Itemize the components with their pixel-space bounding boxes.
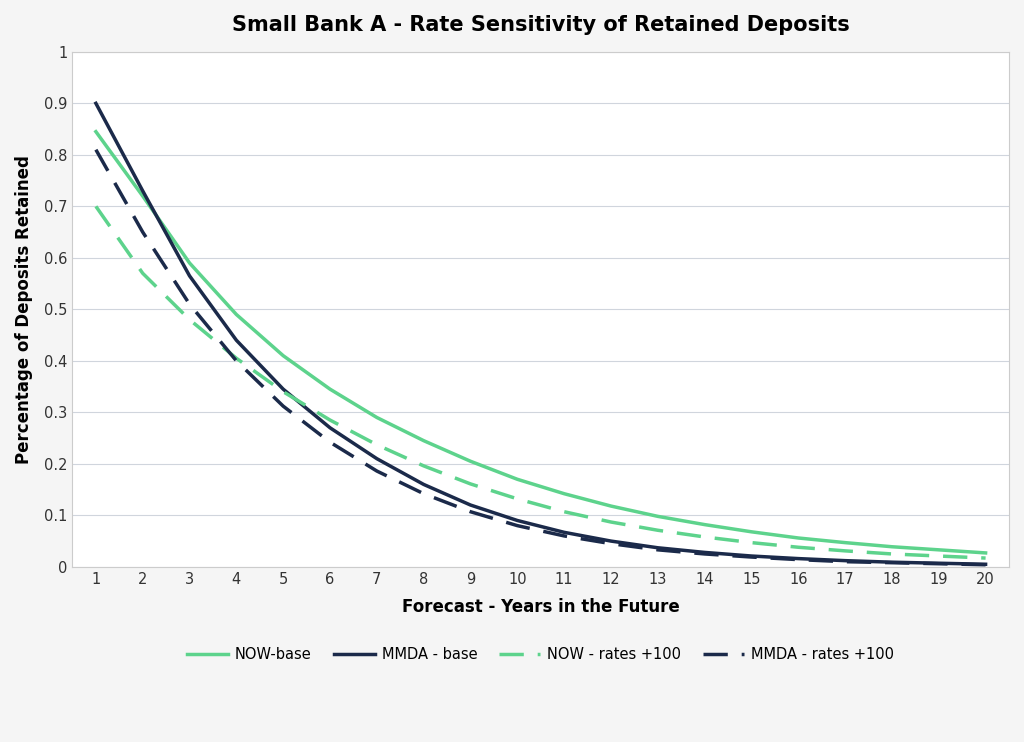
MMDA - rates +100	[183, 300, 196, 309]
MMDA - base	[886, 558, 898, 567]
MMDA - rates +100	[745, 553, 758, 562]
NOW-base	[90, 127, 102, 136]
NOW-base	[324, 384, 336, 393]
NOW-base	[183, 258, 196, 267]
Line: NOW-base: NOW-base	[96, 131, 985, 553]
NOW - rates +100	[698, 533, 711, 542]
MMDA - rates +100	[511, 521, 523, 530]
NOW-base	[933, 545, 945, 554]
MMDA - rates +100	[698, 550, 711, 559]
NOW - rates +100	[418, 462, 430, 470]
MMDA - rates +100	[979, 560, 991, 569]
MMDA - rates +100	[605, 539, 617, 548]
NOW - rates +100	[371, 440, 383, 449]
MMDA - rates +100	[371, 467, 383, 476]
MMDA - base	[183, 272, 196, 280]
MMDA - base	[979, 559, 991, 568]
NOW - rates +100	[136, 269, 148, 278]
NOW - rates +100	[278, 387, 290, 396]
MMDA - base	[90, 99, 102, 108]
MMDA - rates +100	[886, 558, 898, 567]
NOW - rates +100	[651, 526, 664, 535]
MMDA - base	[511, 516, 523, 525]
NOW - rates +100	[793, 543, 805, 552]
MMDA - base	[418, 480, 430, 489]
MMDA - rates +100	[136, 228, 148, 237]
NOW-base	[230, 310, 243, 319]
NOW-base	[651, 512, 664, 521]
NOW - rates +100	[464, 479, 476, 488]
NOW-base	[371, 413, 383, 422]
MMDA - rates +100	[418, 489, 430, 498]
MMDA - base	[605, 536, 617, 545]
MMDA - rates +100	[90, 145, 102, 154]
NOW - rates +100	[558, 508, 570, 516]
NOW-base	[511, 475, 523, 484]
MMDA - base	[745, 551, 758, 560]
NOW - rates +100	[839, 546, 851, 555]
Legend: NOW-base, MMDA - base, NOW - rates +100, MMDA - rates +100: NOW-base, MMDA - base, NOW - rates +100,…	[181, 641, 900, 668]
MMDA - base	[324, 424, 336, 433]
MMDA - base	[558, 528, 570, 536]
NOW-base	[793, 533, 805, 542]
MMDA - rates +100	[651, 545, 664, 554]
MMDA - rates +100	[558, 531, 570, 540]
NOW - rates +100	[230, 354, 243, 363]
Line: MMDA - base: MMDA - base	[96, 103, 985, 564]
MMDA - base	[230, 336, 243, 345]
MMDA - base	[933, 559, 945, 568]
NOW - rates +100	[745, 538, 758, 547]
Line: NOW - rates +100: NOW - rates +100	[96, 206, 985, 558]
NOW - rates +100	[90, 202, 102, 211]
MMDA - base	[464, 501, 476, 510]
NOW - rates +100	[324, 416, 336, 424]
MMDA - base	[839, 556, 851, 565]
MMDA - rates +100	[839, 557, 851, 566]
MMDA - rates +100	[464, 508, 476, 516]
MMDA - rates +100	[278, 401, 290, 410]
MMDA - rates +100	[793, 555, 805, 564]
NOW-base	[136, 191, 148, 200]
NOW - rates +100	[183, 315, 196, 324]
X-axis label: Forecast - Years in the Future: Forecast - Years in the Future	[401, 598, 680, 616]
MMDA - base	[793, 554, 805, 563]
NOW-base	[464, 457, 476, 466]
MMDA - base	[651, 543, 664, 552]
Line: MMDA - rates +100: MMDA - rates +100	[96, 150, 985, 565]
NOW-base	[979, 548, 991, 557]
MMDA - base	[698, 548, 711, 556]
Y-axis label: Percentage of Deposits Retained: Percentage of Deposits Retained	[15, 155, 33, 464]
MMDA - base	[278, 384, 290, 393]
NOW - rates +100	[979, 554, 991, 562]
NOW - rates +100	[886, 550, 898, 559]
NOW-base	[698, 520, 711, 529]
NOW-base	[839, 538, 851, 547]
MMDA - base	[371, 454, 383, 463]
MMDA - rates +100	[230, 356, 243, 365]
MMDA - rates +100	[324, 438, 336, 447]
NOW-base	[745, 528, 758, 536]
MMDA - rates +100	[933, 559, 945, 568]
MMDA - base	[136, 186, 148, 195]
NOW - rates +100	[511, 494, 523, 503]
NOW-base	[605, 502, 617, 510]
NOW - rates +100	[605, 518, 617, 527]
NOW-base	[278, 351, 290, 360]
NOW-base	[886, 542, 898, 551]
NOW-base	[558, 489, 570, 498]
NOW - rates +100	[933, 551, 945, 560]
Title: Small Bank A - Rate Sensitivity of Retained Deposits: Small Bank A - Rate Sensitivity of Retai…	[231, 15, 850, 35]
NOW-base	[418, 436, 430, 445]
